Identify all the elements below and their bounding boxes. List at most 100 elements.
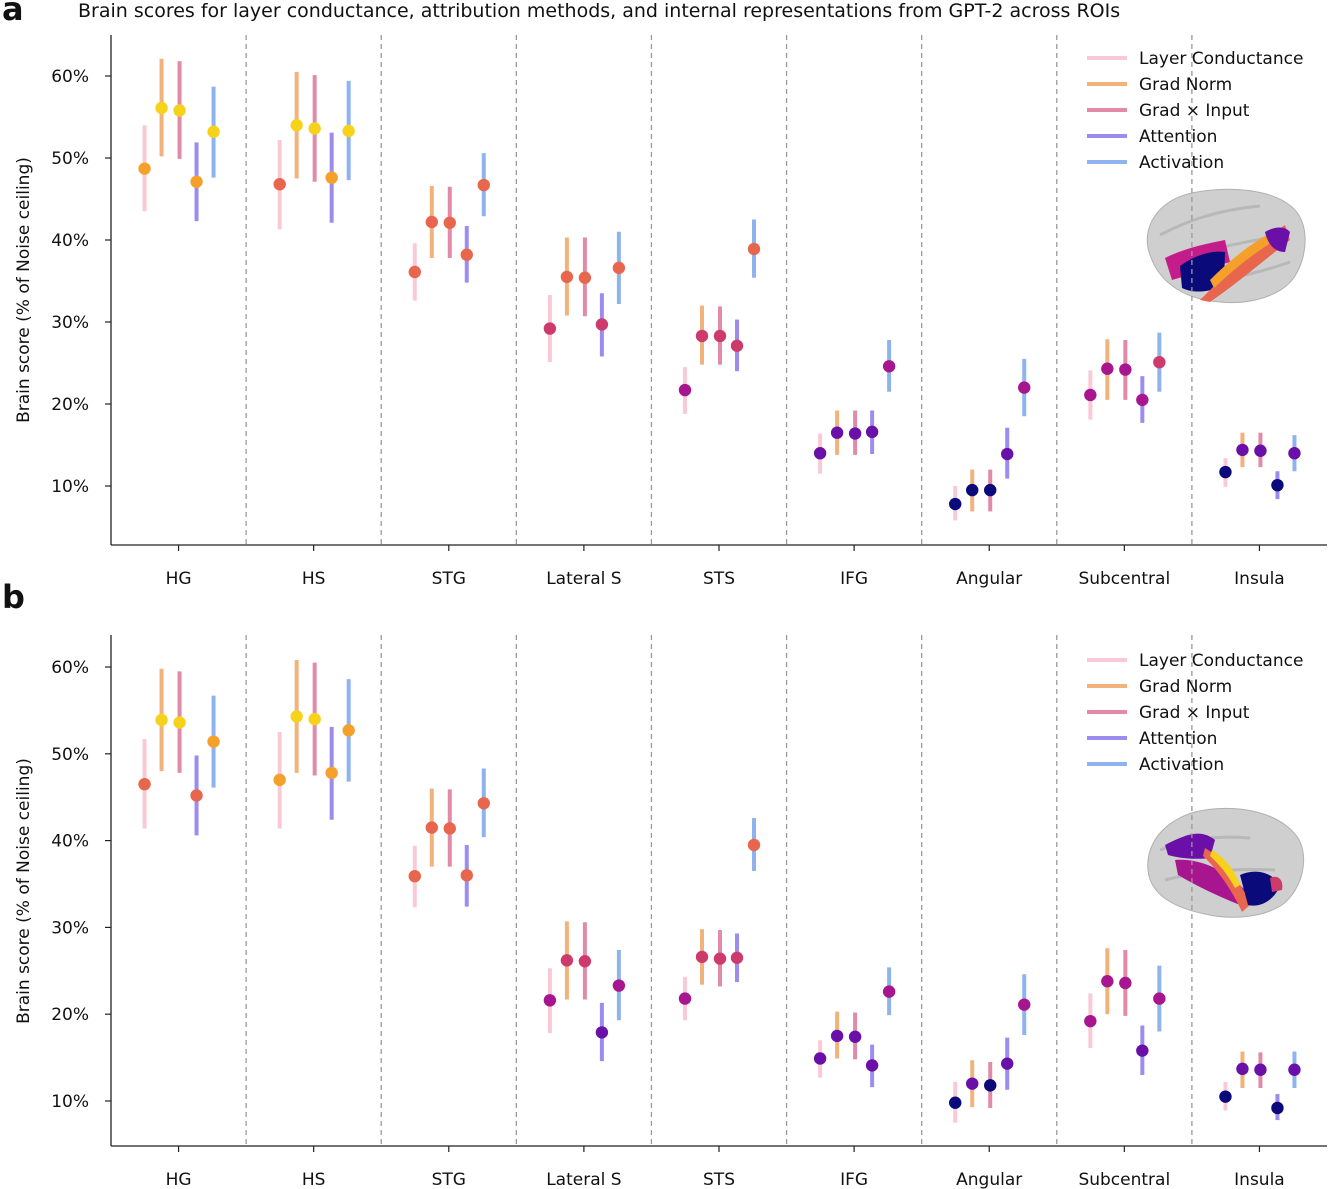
y-tick-label: 10% <box>51 1092 89 1112</box>
x-tick-label: Insula <box>1234 1170 1285 1189</box>
data-point <box>595 1026 609 1039</box>
x-tick-label: HG <box>166 569 192 589</box>
legend-label: Attention <box>1139 729 1217 749</box>
data-point <box>1236 1062 1249 1076</box>
data-point <box>1271 1101 1284 1115</box>
legend-label: Layer Conductance <box>1139 49 1303 69</box>
data-point <box>747 242 761 256</box>
data-point <box>325 171 338 184</box>
data-point <box>1219 1090 1232 1103</box>
data-point <box>560 270 574 284</box>
data-point <box>984 483 997 497</box>
data-point <box>1001 447 1014 461</box>
legend-label: Grad × Input <box>1139 101 1250 121</box>
data-point <box>543 994 557 1007</box>
y-tick-label: 20% <box>51 395 89 415</box>
data-point <box>848 427 862 440</box>
data-point <box>830 426 844 439</box>
data-point <box>1153 355 1166 369</box>
x-tick-label: Angular <box>956 1170 1022 1189</box>
data-point <box>477 797 490 810</box>
data-point <box>830 1029 844 1043</box>
data-point <box>966 483 979 497</box>
chart-panel-a: Brain score (% of Noise ceiling) 10% 20% 3… <box>14 35 1327 589</box>
y-tick-label: 60% <box>51 658 89 678</box>
data-point <box>290 710 303 723</box>
brain-inset-image <box>1146 188 1306 304</box>
data-point <box>342 124 355 138</box>
y-tick-label: 10% <box>51 477 89 497</box>
data-point <box>1288 1063 1301 1076</box>
data-point <box>173 104 186 117</box>
data-point <box>408 869 421 883</box>
data-point <box>1136 1044 1149 1057</box>
data-point <box>1001 1057 1014 1070</box>
y-tick-label: 50% <box>51 745 89 765</box>
data-point <box>138 162 151 175</box>
data-point <box>848 1030 862 1043</box>
data-point <box>443 216 456 229</box>
data-point <box>460 869 473 882</box>
data-point <box>308 712 321 726</box>
data-point <box>155 713 168 727</box>
y-axis-label: Brain score (% of Noise ceiling) <box>14 758 34 1024</box>
data-point <box>695 950 709 964</box>
data-point <box>984 1079 997 1092</box>
data-point <box>443 822 456 835</box>
data-point <box>578 955 592 968</box>
data-point <box>1153 992 1166 1005</box>
data-point <box>207 735 220 748</box>
data-point <box>1236 443 1249 457</box>
x-tick-label: STG <box>432 1170 466 1189</box>
legend-label: Layer Conductance <box>1139 651 1303 671</box>
data-point <box>949 1096 962 1109</box>
data-point <box>813 1052 827 1065</box>
y-tick-label: 20% <box>51 1005 89 1025</box>
data-point <box>882 360 896 373</box>
data-point <box>678 992 692 1005</box>
data-point <box>813 447 827 460</box>
x-tick-label: STS <box>703 569 735 589</box>
data-point <box>273 773 286 787</box>
data-point <box>477 178 490 192</box>
data-point <box>678 383 692 397</box>
x-tick-label: Lateral S <box>546 1170 621 1189</box>
data-point <box>425 821 438 834</box>
x-tick-label: IFG <box>840 569 868 589</box>
data-point <box>612 261 626 275</box>
data-point <box>1101 362 1114 375</box>
data-point <box>190 789 203 802</box>
legend-label: Grad × Input <box>1139 703 1250 723</box>
data-point <box>408 265 421 279</box>
legend-label: Grad Norm <box>1139 75 1232 95</box>
data-point <box>695 329 709 343</box>
brain-inset-image <box>1147 808 1305 918</box>
data-point <box>713 952 727 965</box>
x-tick-label: Angular <box>956 569 1022 589</box>
data-point <box>1254 1063 1267 1076</box>
data-point <box>173 716 186 729</box>
legend-label: Attention <box>1139 127 1217 147</box>
data-point <box>1136 393 1149 407</box>
data-point <box>190 175 203 188</box>
x-tick-label: STG <box>432 569 466 589</box>
data-point <box>747 838 761 852</box>
data-point <box>578 271 592 284</box>
data-point <box>949 497 962 511</box>
data-point <box>1288 447 1301 460</box>
data-point <box>1119 363 1132 376</box>
data-point <box>882 985 896 998</box>
data-point <box>1101 975 1114 988</box>
data-point <box>730 339 744 352</box>
data-point <box>425 215 438 229</box>
data-point <box>1018 998 1031 1011</box>
data-point <box>543 322 557 335</box>
legend-label: Activation <box>1139 153 1224 173</box>
data-point <box>1219 465 1232 479</box>
data-point <box>595 318 609 331</box>
x-tick-label: HS <box>302 1170 326 1189</box>
chart-panel-b: Brain score (% of Noise ceiling) 10% 20% 3… <box>14 635 1327 1189</box>
data-point <box>308 122 321 135</box>
data-point <box>865 425 879 439</box>
